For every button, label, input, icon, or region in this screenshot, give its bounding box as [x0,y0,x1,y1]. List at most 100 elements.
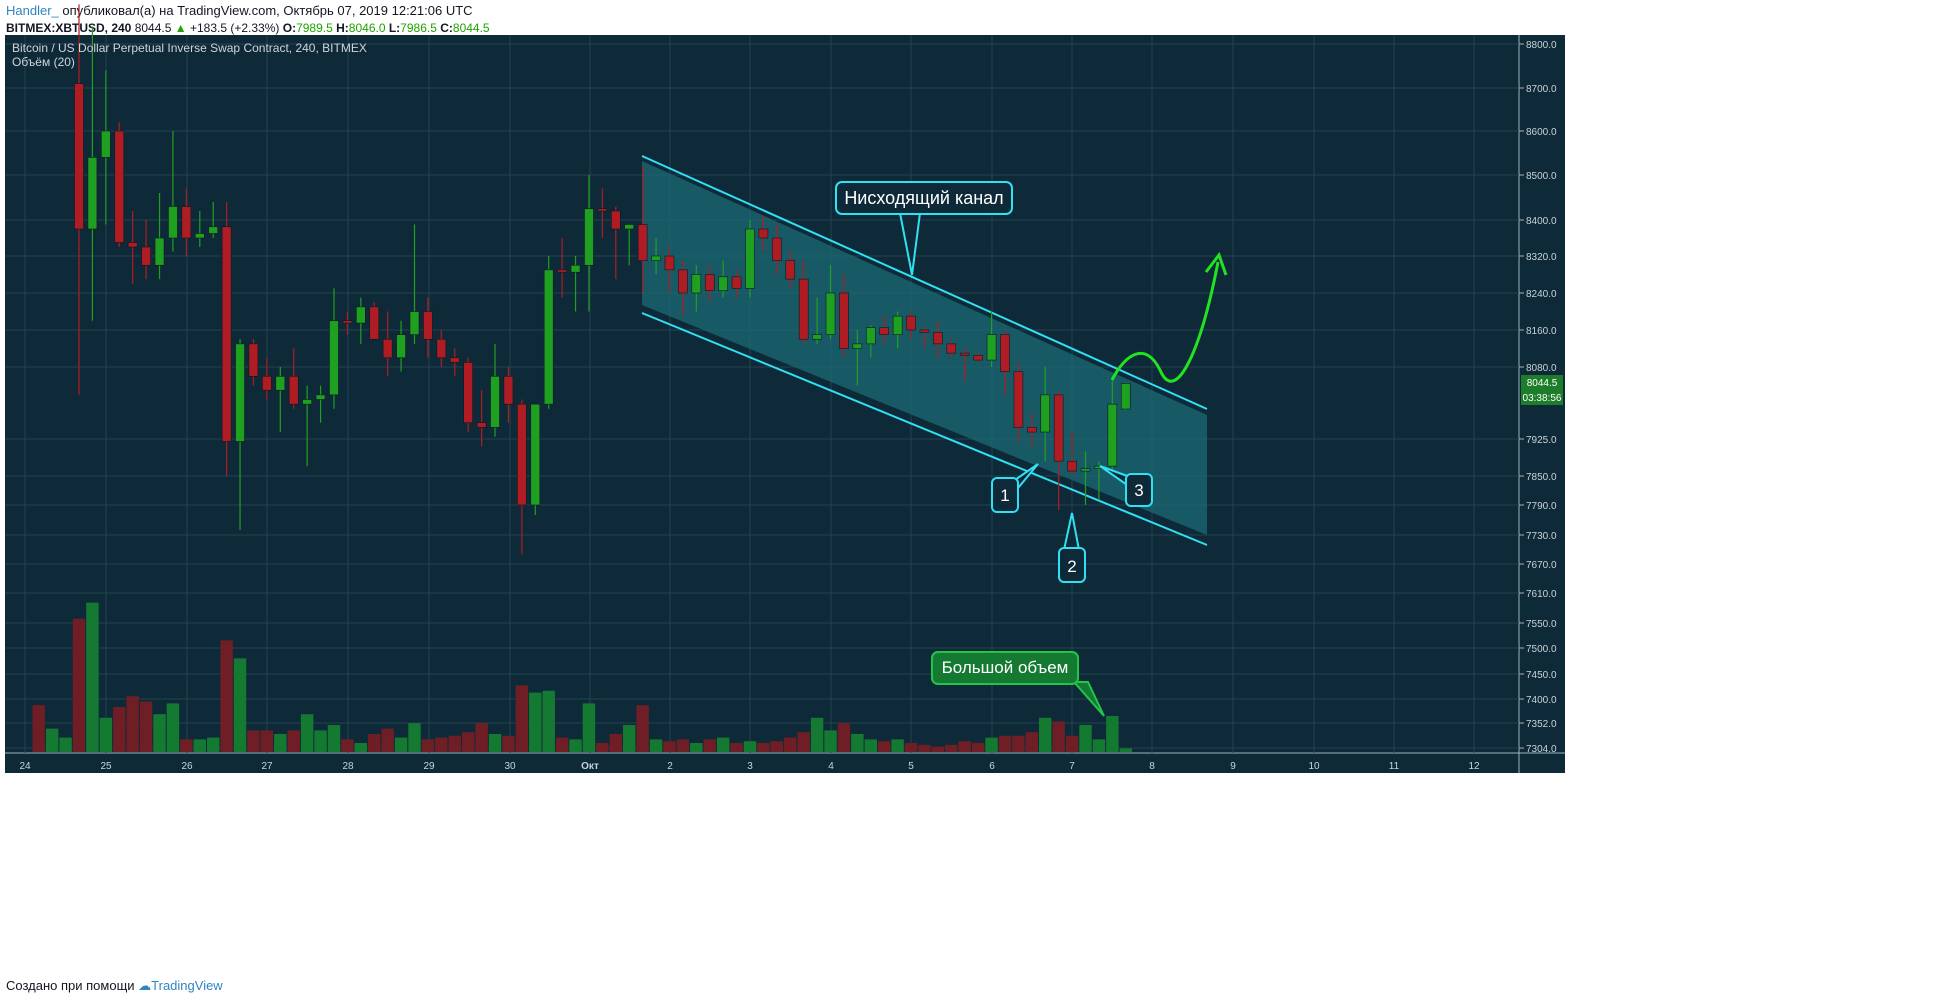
y-tick-label: 7304.0 [1526,744,1557,755]
volume-bar [287,730,300,752]
candle [1080,451,1091,505]
candle [221,202,232,476]
volume-bar [636,705,649,752]
volume-bar [1052,721,1065,752]
open-value: 7989.5 [296,21,333,35]
point-1-box[interactable] [991,477,1019,513]
candle-body [235,343,245,442]
candle-body [973,355,983,361]
countdown-label: 03:38:56 [1523,393,1562,404]
candle-body [624,224,635,230]
candle-body [409,311,420,335]
channel-lower-line[interactable] [641,312,1208,546]
volume-bar [1092,739,1106,752]
candle [1107,380,1118,472]
volume-bar [649,739,663,752]
candle [825,265,836,340]
volume-indicator-label: Объём (20) [12,55,75,69]
tradingview-link[interactable]: TradingView [151,978,223,993]
candle-body [570,264,581,273]
candle [852,330,863,386]
volume-bar [193,739,206,752]
candle-body [946,343,957,354]
candle [74,4,84,395]
candle [101,70,111,225]
candle [288,348,299,409]
y-tick-label: 7500.0 [1526,644,1557,655]
candle [986,311,997,367]
volume-bar [770,741,784,752]
close-label: C: [440,21,453,35]
candle [557,238,567,298]
publish-info: Handler_ опубликовал(а) на TradingView.c… [6,3,473,18]
candle-body [1000,334,1010,372]
candle [798,260,809,344]
candle [154,193,165,280]
volume-bar [837,723,851,752]
candle-body [651,255,661,261]
candle [973,353,983,363]
volume-bar [1119,748,1132,752]
volume-bar [703,739,716,752]
candle-body [772,237,782,261]
candle [772,224,782,275]
volume-label-box[interactable] [931,651,1079,685]
volume-bar [515,685,529,752]
channel-label-pointer [899,212,921,276]
candle [651,238,661,275]
candle-body [704,274,715,291]
ohlc-line: BITMEX:XBTUSD, 240 8044.5 ▲ +183.5 (+2.3… [6,21,490,35]
y-tick-label: 7925.0 [1526,435,1557,446]
forecast-arrow[interactable] [1110,261,1220,383]
candle-body [127,242,138,248]
x-tick-label: 9 [1230,761,1236,772]
candle-body [154,237,165,266]
candle [315,385,326,423]
candle [624,224,635,266]
y-tick-label: 7670.0 [1526,560,1557,571]
volume-bar [408,723,421,752]
volume-bar [851,734,864,752]
candle-body [1027,427,1037,433]
x-tick-label: 7 [1069,761,1075,772]
candle-body [691,274,702,294]
candle [423,297,433,358]
volume-bar [166,703,180,752]
volume-bar [945,744,958,752]
volume-bar [488,734,502,752]
x-tick-label: 30 [504,761,516,772]
candle-body [436,338,447,359]
last-price: 8044.5 [134,21,172,35]
channel-label-box[interactable] [835,181,1013,215]
candle-body [356,306,366,324]
author-link[interactable]: Handler_ [6,3,59,18]
volume-bar [394,737,408,752]
point-3-box[interactable] [1125,473,1153,507]
candle-body [74,83,84,230]
candle-body [637,224,648,261]
volume-bar [743,741,757,752]
volume-bar [233,658,247,752]
volume-bar [810,717,824,752]
close-value: 8044.5 [452,21,490,35]
candle [262,357,272,400]
candle [570,256,581,312]
x-tick-label: Окт [581,761,599,772]
candle [1013,362,1024,442]
candle-body [221,226,232,442]
volume-bar [368,734,381,752]
y-tick-label: 8700.0 [1526,84,1557,95]
candle [758,215,769,252]
candle-body [933,332,943,345]
volume-bar [958,741,971,752]
volume-bar [72,618,86,752]
candle [704,265,715,303]
y-tick-label: 8800.0 [1526,40,1557,51]
volume-bar [998,735,1012,752]
channel-upper-line[interactable] [641,155,1208,410]
x-tick-label: 27 [261,761,273,772]
point-2-box[interactable] [1058,547,1086,583]
chart-plot-area[interactable] [5,35,1519,773]
candle [664,247,675,293]
